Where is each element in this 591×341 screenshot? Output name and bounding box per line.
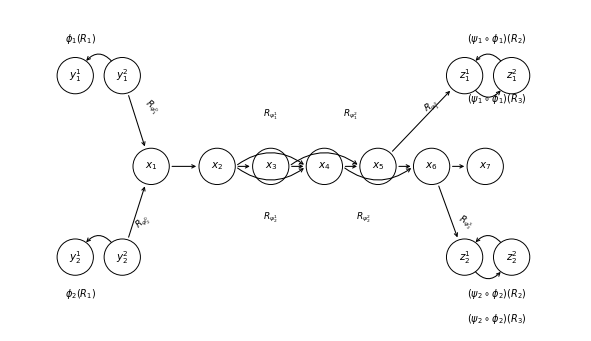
Text: $x_5$: $x_5$ [372, 161, 384, 172]
Text: $x_3$: $x_3$ [265, 161, 277, 172]
Text: $R_{\psi_2^0}$: $R_{\psi_2^0}$ [133, 212, 154, 233]
Text: $R_{\psi_1^3}$: $R_{\psi_1^3}$ [421, 97, 441, 117]
Text: $y_1^1$: $y_1^1$ [69, 67, 82, 84]
Text: $y_2^2$: $y_2^2$ [116, 249, 129, 266]
Text: $y_2^1$: $y_2^1$ [69, 249, 82, 266]
Text: $(\psi_2 \circ \phi_2)(R_2)$: $(\psi_2 \circ \phi_2)(R_2)$ [467, 287, 527, 301]
Text: $(\psi_1 \circ \phi_1)(R_2)$: $(\psi_1 \circ \phi_1)(R_2)$ [467, 31, 527, 45]
Text: $x_4$: $x_4$ [318, 161, 331, 172]
Text: $R_{\psi_2^3}$: $R_{\psi_2^3}$ [454, 212, 475, 233]
Text: $z_2^1$: $z_2^1$ [459, 249, 470, 266]
Text: $z_1^2$: $z_1^2$ [506, 67, 518, 84]
Text: $R_{\psi_2^2}$: $R_{\psi_2^2}$ [356, 210, 372, 225]
Text: $R_{\psi_1^2}$: $R_{\psi_1^2}$ [343, 108, 358, 122]
Text: $y_1^2$: $y_1^2$ [116, 67, 129, 84]
Text: $z_1^1$: $z_1^1$ [459, 67, 470, 84]
Text: $x_2$: $x_2$ [211, 161, 223, 172]
Text: $\phi_2(R_1)$: $\phi_2(R_1)$ [64, 287, 96, 301]
Text: $R_{\psi_1^0}$: $R_{\psi_1^0}$ [141, 97, 162, 117]
Text: $(\psi_2 \circ \phi_2)(R_3)$: $(\psi_2 \circ \phi_2)(R_3)$ [467, 312, 527, 326]
Text: $x_7$: $x_7$ [479, 161, 492, 172]
Text: $z_2^2$: $z_2^2$ [506, 249, 518, 266]
Text: $x_6$: $x_6$ [426, 161, 438, 172]
Text: $\phi_1(R_1)$: $\phi_1(R_1)$ [64, 31, 96, 45]
Text: $(\psi_1 \circ \phi_1)(R_3)$: $(\psi_1 \circ \phi_1)(R_3)$ [467, 92, 527, 106]
Text: $R_{\psi_1^1}$: $R_{\psi_1^1}$ [263, 108, 278, 122]
Text: $R_{\psi_2^1}$: $R_{\psi_2^1}$ [263, 210, 278, 225]
Text: $x_1$: $x_1$ [145, 161, 157, 172]
